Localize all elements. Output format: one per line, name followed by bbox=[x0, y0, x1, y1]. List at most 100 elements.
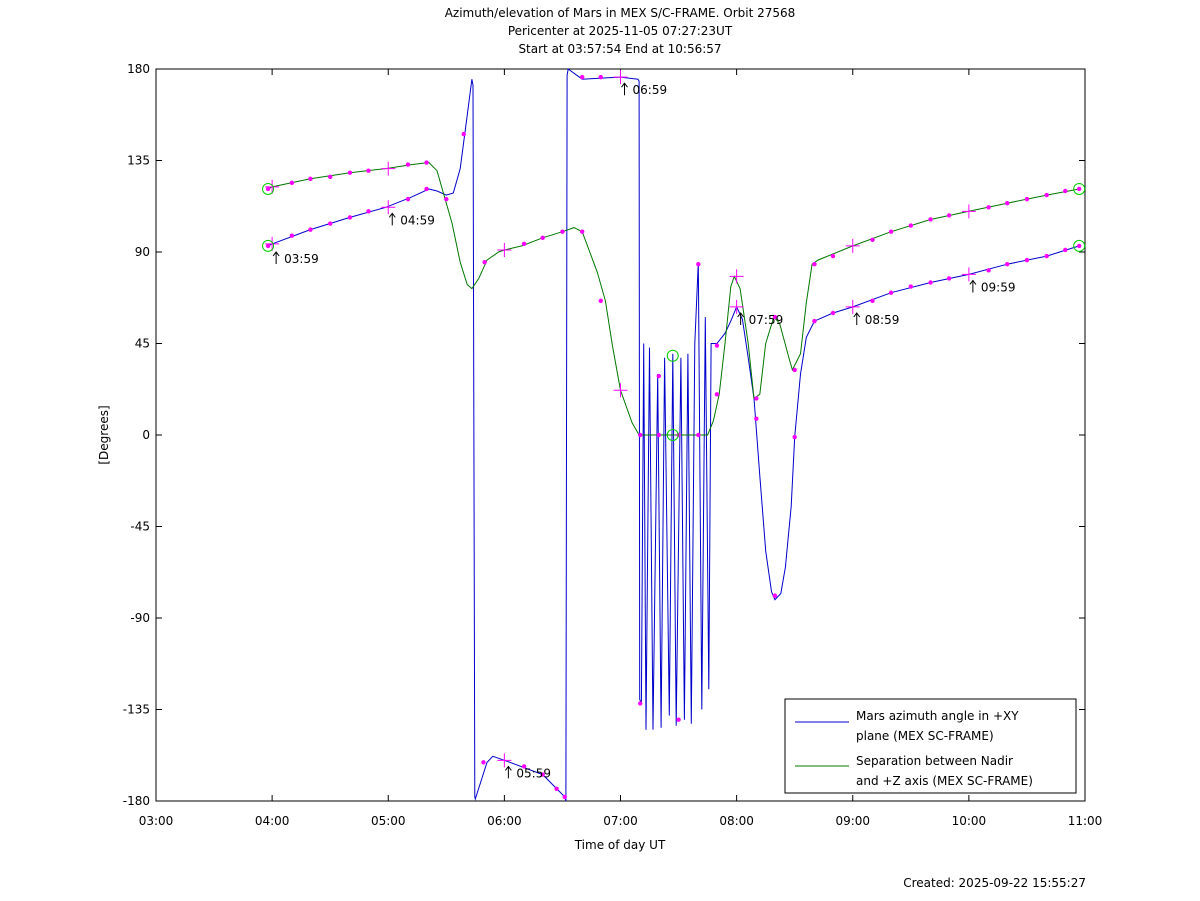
data-point-azimuth bbox=[638, 701, 643, 706]
data-point-separation bbox=[1004, 201, 1010, 206]
data-point-azimuth bbox=[405, 196, 411, 202]
time-label-arrow bbox=[969, 279, 977, 293]
data-point-azimuth bbox=[1044, 253, 1049, 259]
time-label-arrow bbox=[621, 82, 628, 96]
data-point-azimuth bbox=[579, 74, 585, 80]
data-point-azimuth bbox=[327, 221, 333, 226]
hour-cross-marker bbox=[497, 242, 512, 257]
plot-frame bbox=[155, 68, 1086, 802]
data-point-azimuth bbox=[598, 74, 603, 80]
time-label-arrow bbox=[272, 251, 280, 264]
data-point-azimuth bbox=[366, 209, 371, 214]
data-point-azimuth bbox=[928, 280, 933, 285]
x-tick-label: 11:00 bbox=[1068, 814, 1103, 828]
hour-cross-marker bbox=[497, 753, 512, 768]
endpoint-circle-marker bbox=[262, 239, 275, 252]
data-point-separation bbox=[424, 160, 429, 165]
data-point-separation bbox=[754, 396, 759, 401]
hour-cross-marker bbox=[613, 383, 628, 398]
data-point-azimuth bbox=[908, 284, 914, 289]
data-point-separation bbox=[830, 253, 836, 259]
data-point-separation bbox=[1024, 196, 1030, 202]
data-point-azimuth bbox=[1004, 262, 1010, 267]
time-label: 07:59 bbox=[749, 313, 784, 327]
y-tick-label: 0 bbox=[142, 428, 150, 442]
data-point-azimuth bbox=[888, 290, 894, 295]
data-point-azimuth bbox=[656, 373, 662, 379]
time-label-arrow bbox=[388, 212, 396, 226]
data-point-azimuth bbox=[347, 215, 353, 220]
time-label-arrow bbox=[737, 312, 745, 325]
time-label: 03:59 bbox=[284, 252, 319, 266]
data-point-azimuth bbox=[1024, 257, 1030, 263]
data-point-azimuth bbox=[424, 186, 429, 192]
data-point-azimuth bbox=[265, 243, 271, 249]
hour-cross-marker bbox=[381, 161, 396, 176]
legend-box bbox=[784, 698, 1077, 794]
time-label: 06:59 bbox=[633, 83, 668, 97]
data-point-separation bbox=[444, 196, 449, 202]
data-point-azimuth bbox=[562, 794, 567, 800]
data-point-separation bbox=[908, 223, 914, 228]
legend: Mars azimuth angle in +XY plane (MEX SC-… bbox=[784, 698, 1077, 794]
data-point-azimuth bbox=[289, 233, 295, 238]
data-point-azimuth bbox=[696, 262, 701, 267]
data-point-azimuth bbox=[540, 772, 545, 777]
hour-cross-marker bbox=[265, 236, 280, 251]
x-tick-label: 09:00 bbox=[835, 814, 870, 828]
hour-cross-marker bbox=[729, 269, 744, 284]
data-point-separation bbox=[265, 186, 271, 192]
time-label: 05:59 bbox=[516, 766, 551, 780]
x-tick-label: 06:00 bbox=[487, 814, 522, 828]
chart-subtitle-range: Start at 03:57:54 End at 10:56:57 bbox=[518, 42, 722, 56]
time-label-arrow bbox=[504, 765, 512, 779]
data-point-separation bbox=[928, 217, 933, 222]
data-point-separation bbox=[812, 262, 817, 267]
data-point-separation bbox=[638, 432, 643, 438]
data-point-azimuth bbox=[308, 227, 313, 232]
data-point-separation bbox=[1063, 188, 1068, 194]
hour-cross-marker bbox=[845, 299, 860, 314]
legend-label-separation-line2: and +Z axis (MEX SC-FRAME) bbox=[856, 774, 1033, 788]
hour-cross-marker bbox=[381, 200, 396, 215]
time-label: 04:59 bbox=[400, 213, 435, 227]
data-point-azimuth bbox=[521, 764, 527, 769]
data-point-azimuth bbox=[676, 717, 681, 722]
x-axis-label: Time of day UT bbox=[574, 838, 666, 852]
y-tick-label: 45 bbox=[135, 337, 150, 351]
data-point-separation bbox=[598, 298, 603, 303]
data-point-separation bbox=[579, 229, 585, 234]
legend-label-azimuth-line2: plane (MEX SC-FRAME) bbox=[856, 729, 994, 743]
data-point-azimuth bbox=[946, 276, 952, 281]
data-point-separation bbox=[308, 176, 313, 181]
data-point-separation bbox=[347, 170, 353, 175]
y-tick-label: -45 bbox=[130, 520, 150, 534]
y-axis-label: [Degrees] bbox=[97, 405, 111, 464]
hour-cross-marker bbox=[961, 204, 976, 219]
x-tick-label: 04:00 bbox=[255, 814, 290, 828]
data-point-separation bbox=[405, 162, 411, 167]
data-point-separation bbox=[289, 180, 295, 186]
x-tick-label: 03:00 bbox=[139, 814, 174, 828]
x-tick-label: 10:00 bbox=[952, 814, 987, 828]
data-point-azimuth bbox=[554, 786, 559, 791]
data-point-separation bbox=[1044, 192, 1049, 198]
y-tick-label: -180 bbox=[123, 794, 150, 808]
data-point-separation bbox=[792, 367, 797, 373]
endpoint-circle-marker bbox=[1073, 239, 1086, 252]
hour-cross-marker bbox=[613, 70, 628, 85]
data-point-separation bbox=[327, 174, 333, 179]
data-point-azimuth bbox=[870, 298, 875, 303]
data-point-azimuth bbox=[812, 318, 817, 324]
data-point-separation bbox=[656, 432, 662, 438]
series-line-separation bbox=[267, 161, 1080, 436]
hour-cross-marker bbox=[845, 238, 860, 253]
data-point-azimuth bbox=[772, 593, 778, 598]
data-point-separation bbox=[870, 237, 875, 242]
data-point-separation bbox=[888, 229, 894, 234]
data-point-azimuth bbox=[754, 416, 759, 421]
data-point-separation bbox=[366, 168, 371, 173]
x-tick-label: 07:00 bbox=[603, 814, 638, 828]
data-point-azimuth bbox=[1063, 247, 1068, 253]
data-point-separation bbox=[521, 241, 527, 247]
